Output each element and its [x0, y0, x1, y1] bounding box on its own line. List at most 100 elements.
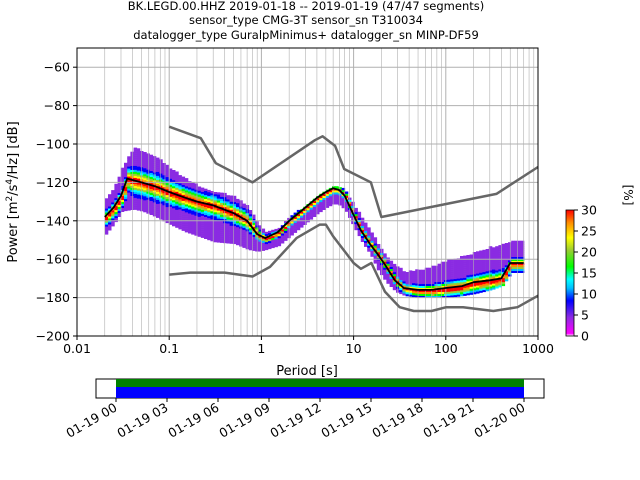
histogram-cell — [293, 226, 298, 229]
histogram-cell — [280, 237, 285, 240]
histogram-cell — [191, 182, 195, 185]
histogram-cell — [156, 203, 160, 206]
histogram-cell — [178, 225, 182, 228]
histogram-cell — [309, 205, 314, 208]
histogram-cell — [213, 218, 218, 221]
histogram-cell — [303, 216, 307, 219]
histogram-cell — [415, 291, 419, 294]
histogram-cell — [184, 222, 189, 225]
histogram-cell — [175, 191, 179, 194]
histogram-cell — [248, 216, 253, 219]
histogram-cell — [290, 227, 294, 230]
histogram-cell — [207, 213, 211, 217]
histogram-cell — [296, 215, 301, 219]
histogram-cell — [485, 273, 490, 276]
histogram-cell — [482, 259, 486, 263]
histogram-cell — [136, 148, 141, 151]
histogram-cell — [408, 284, 413, 287]
histogram-cell — [498, 265, 502, 268]
histogram-cell — [175, 215, 179, 218]
histogram-cell — [194, 225, 198, 228]
histogram-cell — [463, 269, 467, 272]
histogram-cell — [520, 248, 525, 251]
histogram-cell — [197, 212, 202, 215]
histogram-cell — [344, 203, 349, 206]
histogram-cell — [108, 218, 112, 221]
histogram-cell — [450, 285, 454, 288]
histogram-cell — [383, 269, 387, 272]
histogram-cell — [258, 231, 262, 234]
histogram-cell — [364, 238, 368, 241]
histogram-cell — [367, 235, 371, 238]
histogram-cell — [194, 213, 198, 216]
histogram-cell — [194, 197, 198, 200]
colorbar-tick-label: 5 — [581, 308, 589, 323]
histogram-cell — [152, 170, 157, 173]
histogram-cell — [152, 188, 157, 191]
histogram-cell — [197, 194, 202, 197]
histogram-cell — [367, 247, 371, 250]
histogram-cell — [194, 201, 198, 204]
histogram-cell — [460, 264, 464, 267]
histogram-cell — [434, 293, 438, 296]
histogram-cell — [453, 276, 458, 280]
histogram-cell — [312, 200, 317, 203]
histogram-cell — [479, 250, 483, 253]
histogram-cell — [402, 281, 406, 284]
histogram-cell — [341, 191, 346, 195]
histogram-cell — [351, 217, 355, 221]
histogram-cell — [140, 203, 144, 206]
histogram-cell — [220, 222, 224, 225]
histogram-cell — [162, 171, 166, 174]
histogram-cell — [498, 275, 502, 278]
histogram-cell — [424, 277, 429, 280]
histogram-cell — [447, 269, 451, 272]
histogram-cell — [274, 240, 278, 244]
histogram-cell — [172, 212, 176, 215]
histogram-cell — [111, 224, 115, 227]
histogram-cell — [492, 283, 496, 286]
histogram-cell — [194, 203, 198, 206]
histogram-cell — [220, 238, 224, 241]
histogram-cell — [136, 184, 141, 187]
histogram-cell — [143, 156, 147, 159]
y-tick-label: −60 — [44, 60, 70, 75]
histogram-cell — [434, 275, 438, 278]
histogram-cell — [463, 261, 467, 264]
histogram-cell — [424, 283, 429, 286]
histogram-cell — [351, 205, 355, 209]
histogram-cell — [280, 233, 285, 236]
histogram-cell — [360, 233, 365, 236]
histogram-cell — [136, 156, 141, 159]
histogram-cell — [456, 282, 461, 285]
histogram-cell — [520, 258, 525, 261]
histogram-cell — [402, 271, 406, 274]
histogram-cell — [488, 286, 493, 289]
histogram-cell — [476, 285, 480, 288]
histogram-cell — [456, 272, 461, 275]
histogram-cell — [466, 281, 470, 284]
histogram-cell — [488, 248, 493, 251]
histogram-cell — [386, 265, 390, 268]
histogram-cell — [127, 194, 131, 197]
histogram-cell — [495, 248, 499, 251]
histogram-cell — [261, 238, 266, 241]
histogram-cell — [146, 201, 150, 204]
histogram-cell — [469, 278, 474, 281]
psd-histogram — [104, 147, 525, 298]
histogram-cell — [383, 255, 387, 258]
histogram-cell — [175, 209, 179, 212]
histogram-cell — [181, 200, 186, 203]
histogram-cell — [405, 282, 410, 285]
histogram-cell — [200, 189, 205, 192]
histogram-cell — [181, 180, 186, 183]
histogram-cell — [226, 207, 230, 210]
histogram-cell — [236, 198, 240, 202]
histogram-cell — [149, 196, 154, 199]
histogram-cell — [492, 285, 496, 288]
histogram-cell — [226, 223, 230, 226]
histogram-cell — [498, 257, 502, 260]
histogram-cell — [437, 295, 442, 298]
histogram-cell — [156, 157, 160, 160]
histogram-cell — [453, 286, 458, 290]
